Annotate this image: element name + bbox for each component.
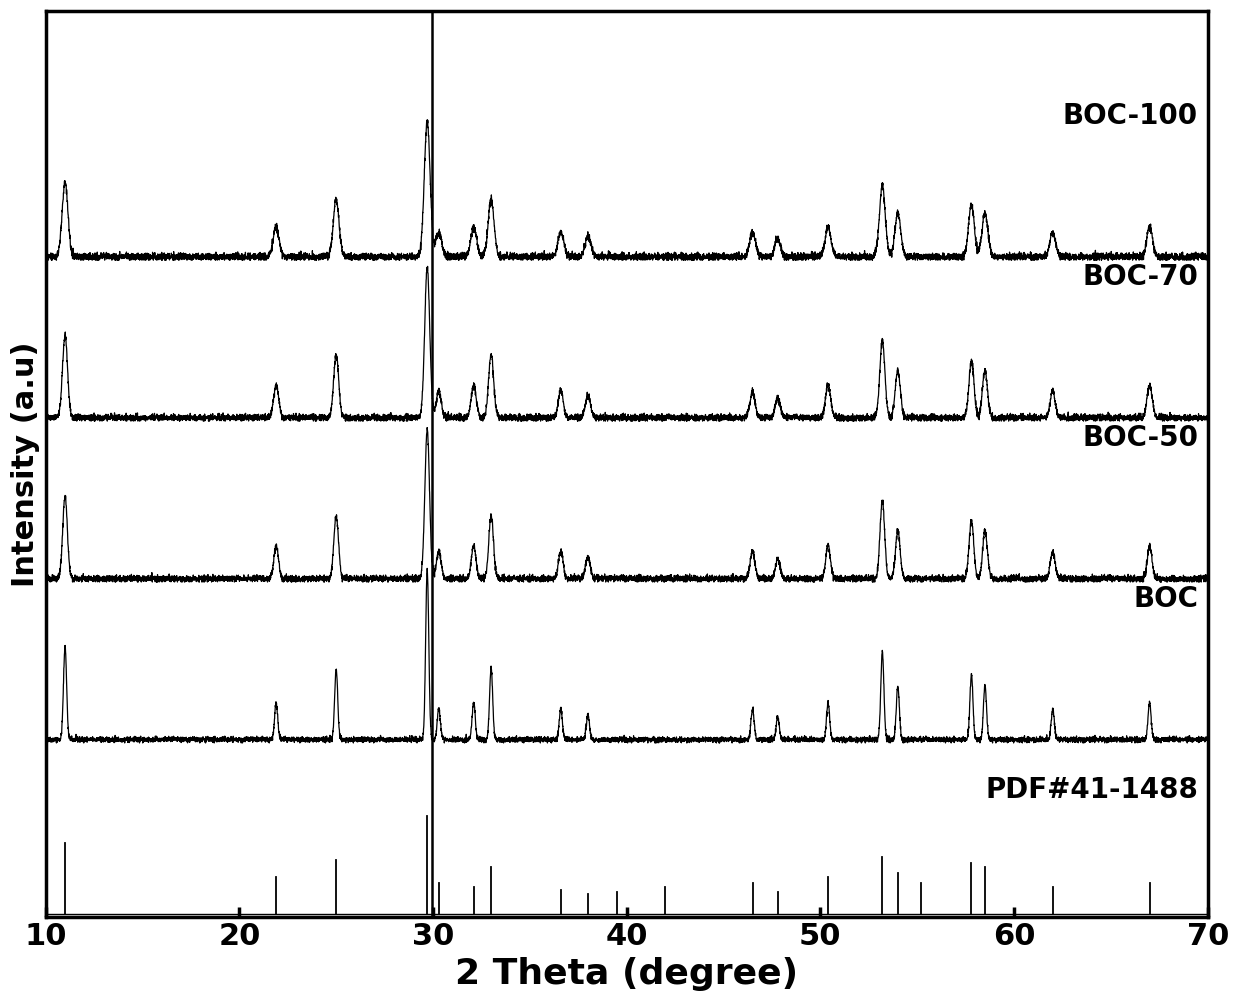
X-axis label: 2 Theta (degree): 2 Theta (degree) (455, 957, 799, 991)
Y-axis label: Intensity (a.u): Intensity (a.u) (11, 342, 40, 587)
Text: BOC: BOC (1133, 584, 1198, 612)
Text: PDF#41-1488: PDF#41-1488 (985, 776, 1198, 804)
Text: BOC-50: BOC-50 (1083, 424, 1198, 452)
Text: BOC-70: BOC-70 (1083, 263, 1198, 291)
Text: BOC-100: BOC-100 (1063, 101, 1198, 129)
